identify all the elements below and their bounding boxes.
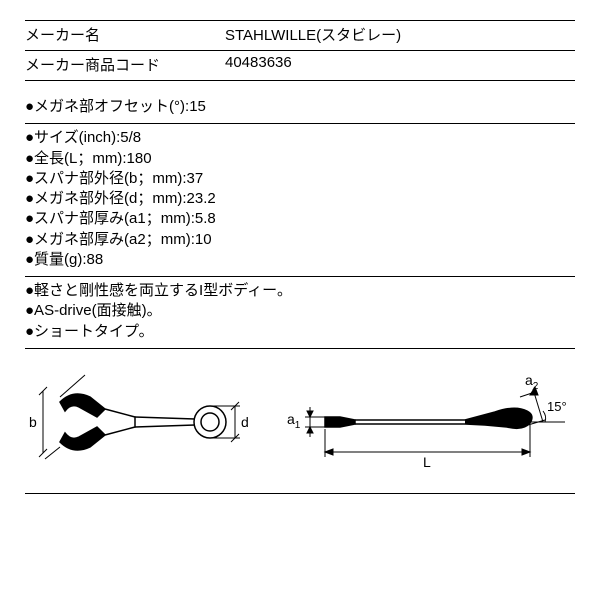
section-offset: ●メガネ部オフセット(°):15 (25, 93, 575, 124)
section-specs: ●サイズ(inch):5/8 ●全長(L；mm):180 ●スパナ部外径(b；m… (25, 124, 575, 277)
header-row-maker: メーカー名 STAHLWILLE(スタビレー) (25, 20, 575, 51)
label-a1: a1 (287, 411, 301, 431)
header-value-code: 40483636 (225, 54, 575, 75)
spec-length: ●全長(L；mm):180 (25, 149, 575, 169)
technical-diagram: b d a1 (25, 367, 575, 494)
header-label-maker: メーカー名 (25, 24, 225, 45)
header-label-code: メーカー商品コード (25, 54, 225, 75)
section-features: ●軽さと剛性感を両立するI型ボディー。 ●AS-drive(面接触)。 ●ショー… (25, 277, 575, 349)
label-d: d (241, 414, 249, 430)
label-a2: a2 (525, 372, 539, 392)
feature-body: ●軽さと剛性感を両立するI型ボディー。 (25, 281, 575, 301)
feature-asdrive: ●AS-drive(面接触)。 (25, 301, 575, 321)
wrench-diagram-svg: b d a1 (25, 367, 575, 487)
label-angle: 15° (547, 399, 567, 414)
header-row-code: メーカー商品コード 40483636 (25, 51, 575, 81)
feature-short: ●ショートタイプ。 (25, 322, 575, 342)
spec-ring-thick: ●メガネ部厚み(a2；mm):10 (25, 230, 575, 250)
spec-size: ●サイズ(inch):5/8 (25, 128, 575, 148)
label-b: b (29, 414, 37, 430)
spec-spanner-od: ●スパナ部外径(b；mm):37 (25, 169, 575, 189)
spec-spanner-thick: ●スパナ部厚み(a1；mm):5.8 (25, 209, 575, 229)
label-L: L (423, 454, 431, 470)
spec-ring-od: ●メガネ部外径(d；mm):23.2 (25, 189, 575, 209)
header-value-maker: STAHLWILLE(スタビレー) (225, 24, 575, 45)
offset-line: ●メガネ部オフセット(°):15 (25, 97, 575, 117)
spec-mass: ●質量(g):88 (25, 250, 575, 270)
